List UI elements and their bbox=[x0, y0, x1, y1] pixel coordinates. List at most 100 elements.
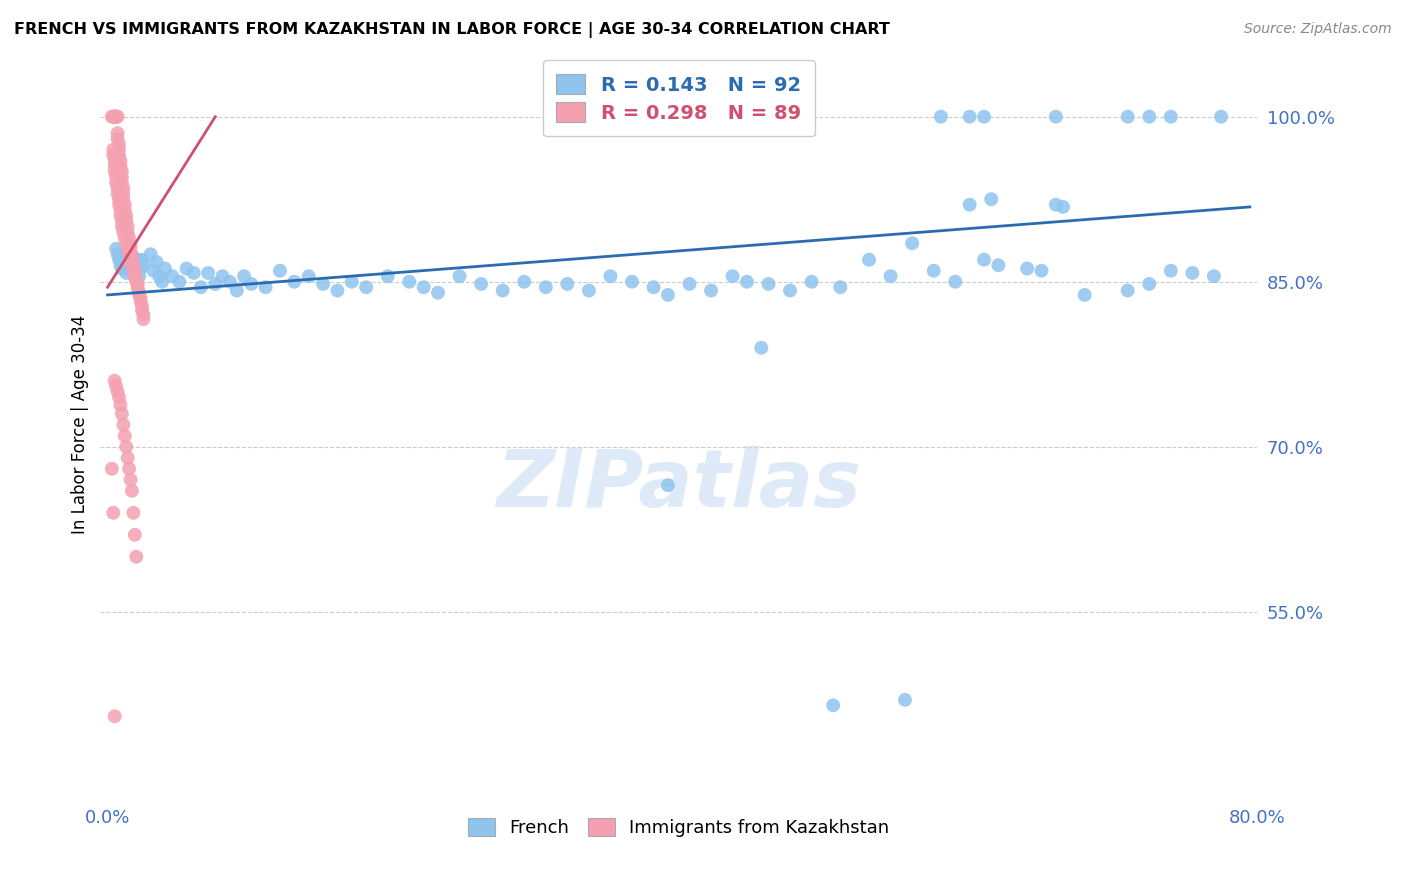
Point bbox=[721, 269, 744, 284]
Point bbox=[340, 275, 363, 289]
Point bbox=[104, 374, 127, 388]
Point bbox=[118, 247, 141, 261]
Point bbox=[128, 269, 150, 284]
Point bbox=[211, 269, 233, 284]
Point bbox=[118, 231, 141, 245]
Point bbox=[122, 258, 145, 272]
Point bbox=[233, 269, 256, 284]
Point bbox=[169, 275, 191, 289]
Point bbox=[678, 277, 700, 291]
Text: ZIPatlas: ZIPatlas bbox=[496, 446, 862, 524]
Point bbox=[124, 528, 146, 542]
Point bbox=[121, 248, 143, 262]
Point bbox=[114, 251, 136, 265]
Point bbox=[131, 252, 153, 267]
Point bbox=[1211, 110, 1233, 124]
Point bbox=[121, 258, 143, 272]
Point bbox=[115, 440, 138, 454]
Y-axis label: In Labor Force | Age 30-34: In Labor Force | Age 30-34 bbox=[72, 315, 89, 534]
Point bbox=[108, 192, 131, 206]
Point bbox=[120, 473, 142, 487]
Point bbox=[929, 110, 952, 124]
Point bbox=[980, 192, 1002, 206]
Point bbox=[107, 181, 129, 195]
Point bbox=[700, 284, 723, 298]
Point bbox=[104, 164, 127, 178]
Point bbox=[108, 137, 131, 152]
Point bbox=[124, 266, 146, 280]
Point bbox=[326, 284, 349, 298]
Point bbox=[492, 284, 515, 298]
Point bbox=[148, 269, 170, 284]
Point bbox=[111, 176, 134, 190]
Point bbox=[1017, 261, 1039, 276]
Point bbox=[943, 275, 966, 289]
Point bbox=[125, 275, 148, 289]
Point bbox=[104, 153, 127, 168]
Point bbox=[114, 429, 136, 443]
Point bbox=[470, 277, 492, 291]
Point bbox=[122, 251, 145, 265]
Point bbox=[110, 258, 132, 272]
Point bbox=[107, 110, 129, 124]
Point bbox=[858, 252, 880, 267]
Point bbox=[127, 252, 149, 267]
Point bbox=[105, 170, 128, 185]
Point bbox=[114, 231, 136, 245]
Point bbox=[427, 285, 450, 300]
Point bbox=[183, 266, 205, 280]
Point bbox=[120, 264, 142, 278]
Point bbox=[108, 252, 131, 267]
Point bbox=[377, 269, 399, 284]
Point bbox=[101, 110, 124, 124]
Point bbox=[449, 269, 471, 284]
Point bbox=[105, 110, 128, 124]
Point bbox=[104, 159, 127, 173]
Point bbox=[1052, 200, 1074, 214]
Point bbox=[122, 264, 145, 278]
Point bbox=[117, 247, 139, 261]
Point bbox=[110, 398, 132, 412]
Point bbox=[1202, 269, 1225, 284]
Point bbox=[105, 110, 128, 124]
Point bbox=[122, 506, 145, 520]
Point bbox=[1181, 266, 1204, 280]
Point bbox=[110, 159, 132, 173]
Point bbox=[105, 110, 128, 124]
Point bbox=[150, 275, 173, 289]
Point bbox=[830, 280, 852, 294]
Legend: French, Immigrants from Kazakhstan: French, Immigrants from Kazakhstan bbox=[460, 808, 898, 846]
Point bbox=[117, 242, 139, 256]
Point bbox=[121, 252, 143, 267]
Point bbox=[104, 110, 127, 124]
Point bbox=[534, 280, 557, 294]
Point bbox=[120, 252, 142, 267]
Point bbox=[240, 277, 263, 291]
Point bbox=[107, 126, 129, 140]
Point bbox=[117, 219, 139, 234]
Point bbox=[125, 549, 148, 564]
Point bbox=[1045, 197, 1067, 211]
Point bbox=[132, 258, 155, 272]
Text: FRENCH VS IMMIGRANTS FROM KAZAKHSTAN IN LABOR FORCE | AGE 30-34 CORRELATION CHAR: FRENCH VS IMMIGRANTS FROM KAZAKHSTAN IN … bbox=[14, 22, 890, 38]
Point bbox=[129, 291, 152, 305]
Point bbox=[758, 277, 780, 291]
Point bbox=[254, 280, 277, 294]
Point bbox=[118, 236, 141, 251]
Point bbox=[398, 275, 420, 289]
Point bbox=[108, 197, 131, 211]
Point bbox=[1073, 288, 1095, 302]
Point bbox=[129, 294, 152, 309]
Point bbox=[112, 225, 135, 239]
Point bbox=[120, 239, 142, 253]
Point bbox=[112, 186, 135, 201]
Point bbox=[110, 209, 132, 223]
Point bbox=[103, 506, 125, 520]
Point bbox=[973, 110, 995, 124]
Point bbox=[1116, 284, 1139, 298]
Point bbox=[108, 143, 131, 157]
Text: Source: ZipAtlas.com: Source: ZipAtlas.com bbox=[1244, 22, 1392, 37]
Point bbox=[1116, 110, 1139, 124]
Point bbox=[128, 285, 150, 300]
Point bbox=[176, 261, 198, 276]
